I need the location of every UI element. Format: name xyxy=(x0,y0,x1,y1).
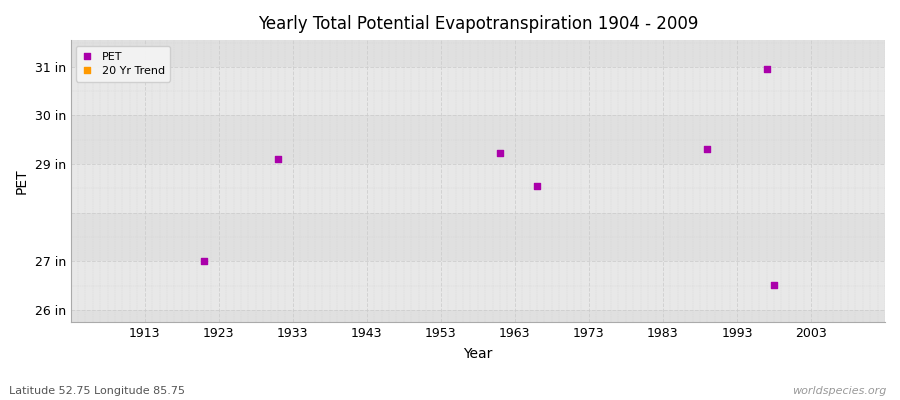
Bar xyxy=(71,213,885,262)
Text: Latitude 52.75 Longitude 85.75: Latitude 52.75 Longitude 85.75 xyxy=(9,386,185,396)
Title: Yearly Total Potential Evapotranspiration 1904 - 2009: Yearly Total Potential Evapotranspiratio… xyxy=(257,15,698,33)
PET xyxy=(493,150,508,157)
X-axis label: Year: Year xyxy=(464,347,492,361)
Bar xyxy=(71,40,885,67)
Bar xyxy=(71,164,885,213)
Text: worldspecies.org: worldspecies.org xyxy=(792,386,886,396)
Bar xyxy=(71,262,885,310)
Y-axis label: PET: PET xyxy=(15,168,29,194)
Legend: PET, 20 Yr Trend: PET, 20 Yr Trend xyxy=(76,46,170,82)
PET xyxy=(700,145,715,152)
Bar xyxy=(71,116,885,164)
PET xyxy=(760,66,774,72)
PET xyxy=(197,258,211,265)
PET xyxy=(530,183,544,189)
PET xyxy=(767,282,781,288)
Bar xyxy=(71,67,885,116)
PET xyxy=(271,156,285,162)
Bar xyxy=(71,310,885,322)
